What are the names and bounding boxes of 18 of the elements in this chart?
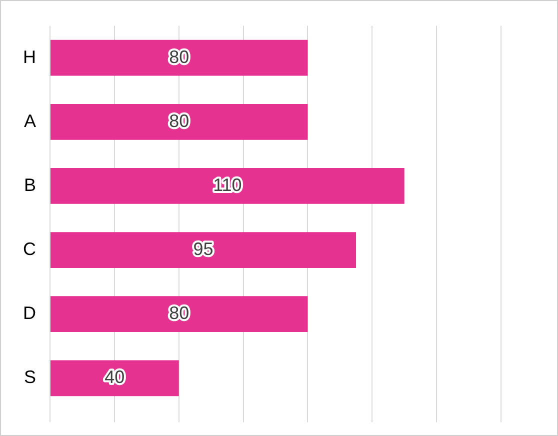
- data-label: 40: [104, 367, 125, 388]
- data-label: 80: [169, 303, 190, 324]
- bar: [50, 40, 308, 76]
- bar: [50, 232, 356, 268]
- bar: [50, 104, 308, 140]
- data-label: 80: [169, 46, 190, 67]
- y-tick-label: A: [24, 110, 36, 131]
- y-tick-label: C: [23, 239, 36, 259]
- y-tick-label: D: [23, 303, 36, 324]
- data-label: 80: [169, 110, 190, 131]
- bar: [50, 296, 308, 332]
- bar: [50, 360, 179, 396]
- bar: [50, 168, 404, 204]
- y-tick-label: H: [23, 46, 36, 67]
- y-tick-label: S: [24, 367, 36, 388]
- y-tick-label: B: [24, 174, 36, 195]
- data-label: 95: [193, 239, 214, 259]
- data-label: 110: [213, 174, 242, 195]
